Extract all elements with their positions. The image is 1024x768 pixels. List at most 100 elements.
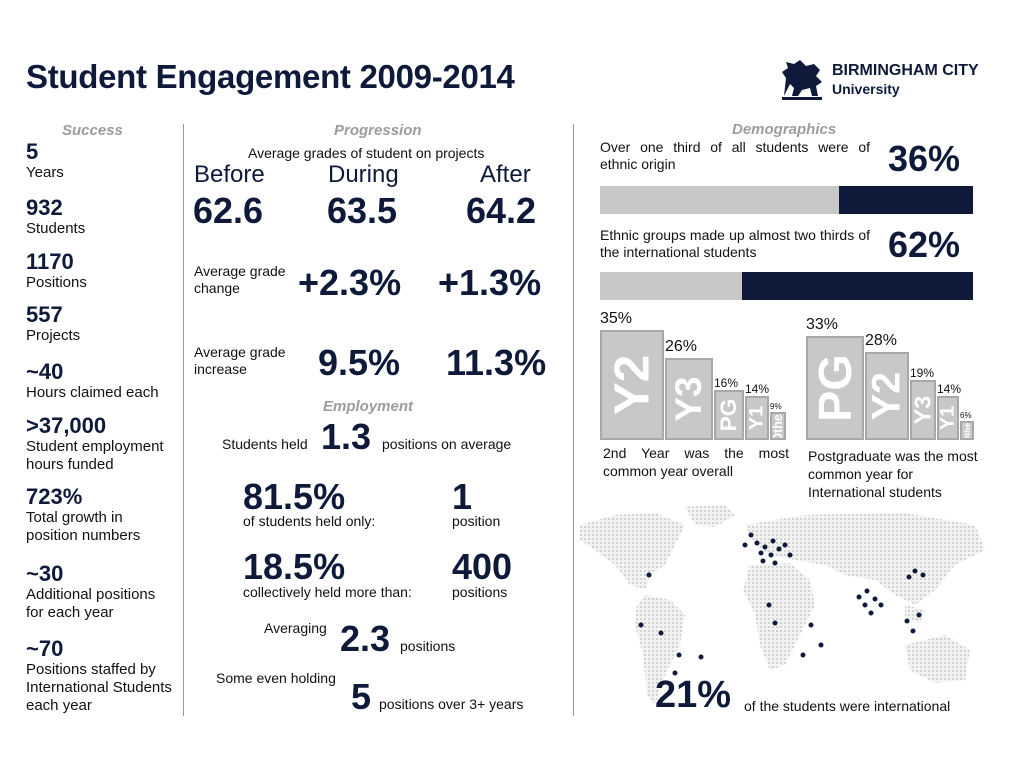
year-bar-pct: 33% <box>806 316 839 333</box>
demographics-heading: Demographics <box>732 121 837 138</box>
employment-heading: Employment <box>323 398 414 415</box>
progression-subtitle: Average grades of student on projects <box>248 145 485 161</box>
year-bar: Y2 <box>600 330 664 440</box>
grade-change-1: +2.3% <box>298 262 402 303</box>
grade-change-label: Average grade change <box>194 263 286 296</box>
success-stat-value: >37,000 <box>26 413 107 438</box>
avg-suffix: positions <box>400 638 456 654</box>
held-value: 1.3 <box>321 416 372 457</box>
ethnic-origin-bar <box>600 186 973 214</box>
success-stat-label: Total growth in position numbers <box>26 509 141 544</box>
success-heading: Success <box>62 122 123 139</box>
success-stat: 723% Total growth in position numbers <box>26 485 176 545</box>
success-stat-label: Student employment hours funded <box>26 438 164 473</box>
year-bar-pct: 26% <box>665 338 698 355</box>
grade-during: 63.5 <box>327 190 398 231</box>
page-title: Student Engagement 2009-2014 <box>26 58 515 95</box>
success-stat-value: ~40 <box>26 359 64 384</box>
intl-ethnic-text: Ethnic groups made up almost two thirds … <box>600 227 870 260</box>
year-bar-label: PG <box>716 398 741 432</box>
year-bar-label: Y2 <box>604 354 660 416</box>
success-stat-value: 1170 <box>26 249 74 274</box>
success-stat: 557 Projects <box>26 303 176 345</box>
year-bar: Y1 <box>937 396 959 440</box>
held-prefix: Students held <box>222 436 308 452</box>
logo-name: BIRMINGHAM CITY <box>832 62 979 79</box>
some-suffix: positions over 3+ years <box>379 696 524 712</box>
year-chart-overall: Y2 35% Y3 26% PG 16% Y1 14% Other 9% <box>600 306 800 446</box>
year-bar: Y2 <box>865 352 909 440</box>
divider-right <box>573 124 574 716</box>
some-value: 5 <box>351 676 372 717</box>
success-stat-label: Positions <box>26 274 87 291</box>
year-bar-pct: 9% <box>770 402 782 411</box>
lion-icon <box>780 58 824 100</box>
year-chart-international-caption: Postgraduate was the most common year fo… <box>808 448 978 500</box>
year-bar-label: Y3 <box>668 376 709 422</box>
year-bar: Y3 <box>665 358 713 440</box>
success-stat-value: 5 <box>26 139 39 164</box>
success-stat-label: Years <box>26 164 64 181</box>
intl-ethnic-bar <box>600 272 973 300</box>
year-bar-label: Y1 <box>745 405 768 431</box>
success-stat-label: Projects <box>26 327 81 344</box>
success-stat-label: Hours claimed each <box>26 384 159 401</box>
year-bar-label: Y2 <box>865 371 909 421</box>
pct-single-label: of students held only: <box>243 513 376 529</box>
col-after-label: After <box>480 161 531 188</box>
success-stat-value: 557 <box>26 302 63 327</box>
num-multi-label: positions <box>452 584 508 600</box>
pct-single: 81.5% <box>243 476 346 517</box>
intl-value: 21% <box>655 674 732 716</box>
world-map <box>575 505 995 715</box>
year-bar: PG <box>714 390 744 440</box>
ethnic-origin-value: 36% <box>888 138 961 179</box>
divider-left <box>183 124 184 716</box>
year-bar-pct: 6% <box>960 411 972 420</box>
year-bar: Y3 <box>910 380 936 440</box>
success-stat-value: ~30 <box>26 561 64 586</box>
intl-ethnic-value: 62% <box>888 224 961 265</box>
some-prefix: Some even holding <box>216 670 336 686</box>
year-bar-pct: 28% <box>865 332 898 349</box>
logo-subname: University <box>832 81 900 97</box>
ethnic-origin-text: Over one third of all students were of e… <box>600 139 870 172</box>
year-bar-pct: 16% <box>714 376 739 390</box>
num-single-label: position <box>452 513 501 529</box>
grade-before: 62.6 <box>193 190 264 231</box>
success-stat-value: 932 <box>26 195 63 220</box>
grade-increase-2: 11.3% <box>446 342 547 383</box>
success-stat: ~40 Hours claimed each <box>26 360 176 402</box>
year-bar: Other <box>960 421 974 440</box>
year-bar-label: Y3 <box>910 395 936 425</box>
success-stat-label: Positions staffed by International Stude… <box>26 661 172 714</box>
year-bar-pct: 19% <box>910 366 935 380</box>
grade-increase-label: Average grade increase <box>194 344 286 377</box>
avg-value: 2.3 <box>340 618 391 659</box>
success-stat: ~30 Additional positions for each year <box>26 562 176 622</box>
progression-heading: Progression <box>334 122 422 139</box>
year-bar-label: PG <box>809 354 861 422</box>
intl-ethnic-bar-fill <box>741 272 973 300</box>
avg-prefix: Averaging <box>264 620 327 636</box>
intl-label: of the students were international <box>744 698 951 714</box>
year-chart-international: PG 33% Y2 28% Y3 19% Y1 14% Other 6% <box>806 306 986 446</box>
year-bar: Other <box>770 412 786 440</box>
success-stat: 5 Years <box>26 140 176 182</box>
num-single: 1 <box>452 476 473 517</box>
pct-multi: 18.5% <box>243 546 346 587</box>
pct-multi-label: collectively held more than: <box>243 584 412 600</box>
success-stat-label: Students <box>26 220 86 237</box>
success-stat-value: ~70 <box>26 636 64 661</box>
grade-increase-1: 9.5% <box>318 342 401 383</box>
ethnic-origin-bar-fill <box>838 186 973 214</box>
year-bar-label: Other <box>771 412 785 440</box>
year-bar: PG <box>806 336 864 440</box>
success-stat-value: 723% <box>26 484 83 509</box>
grade-change-2: +1.3% <box>438 262 542 303</box>
year-bar-label: Y1 <box>937 405 959 431</box>
num-multi: 400 <box>452 546 513 587</box>
year-bar-label: Other <box>962 421 972 440</box>
success-stat-label: Additional positions for each year <box>26 586 156 621</box>
year-bar-pct: 14% <box>745 382 770 396</box>
